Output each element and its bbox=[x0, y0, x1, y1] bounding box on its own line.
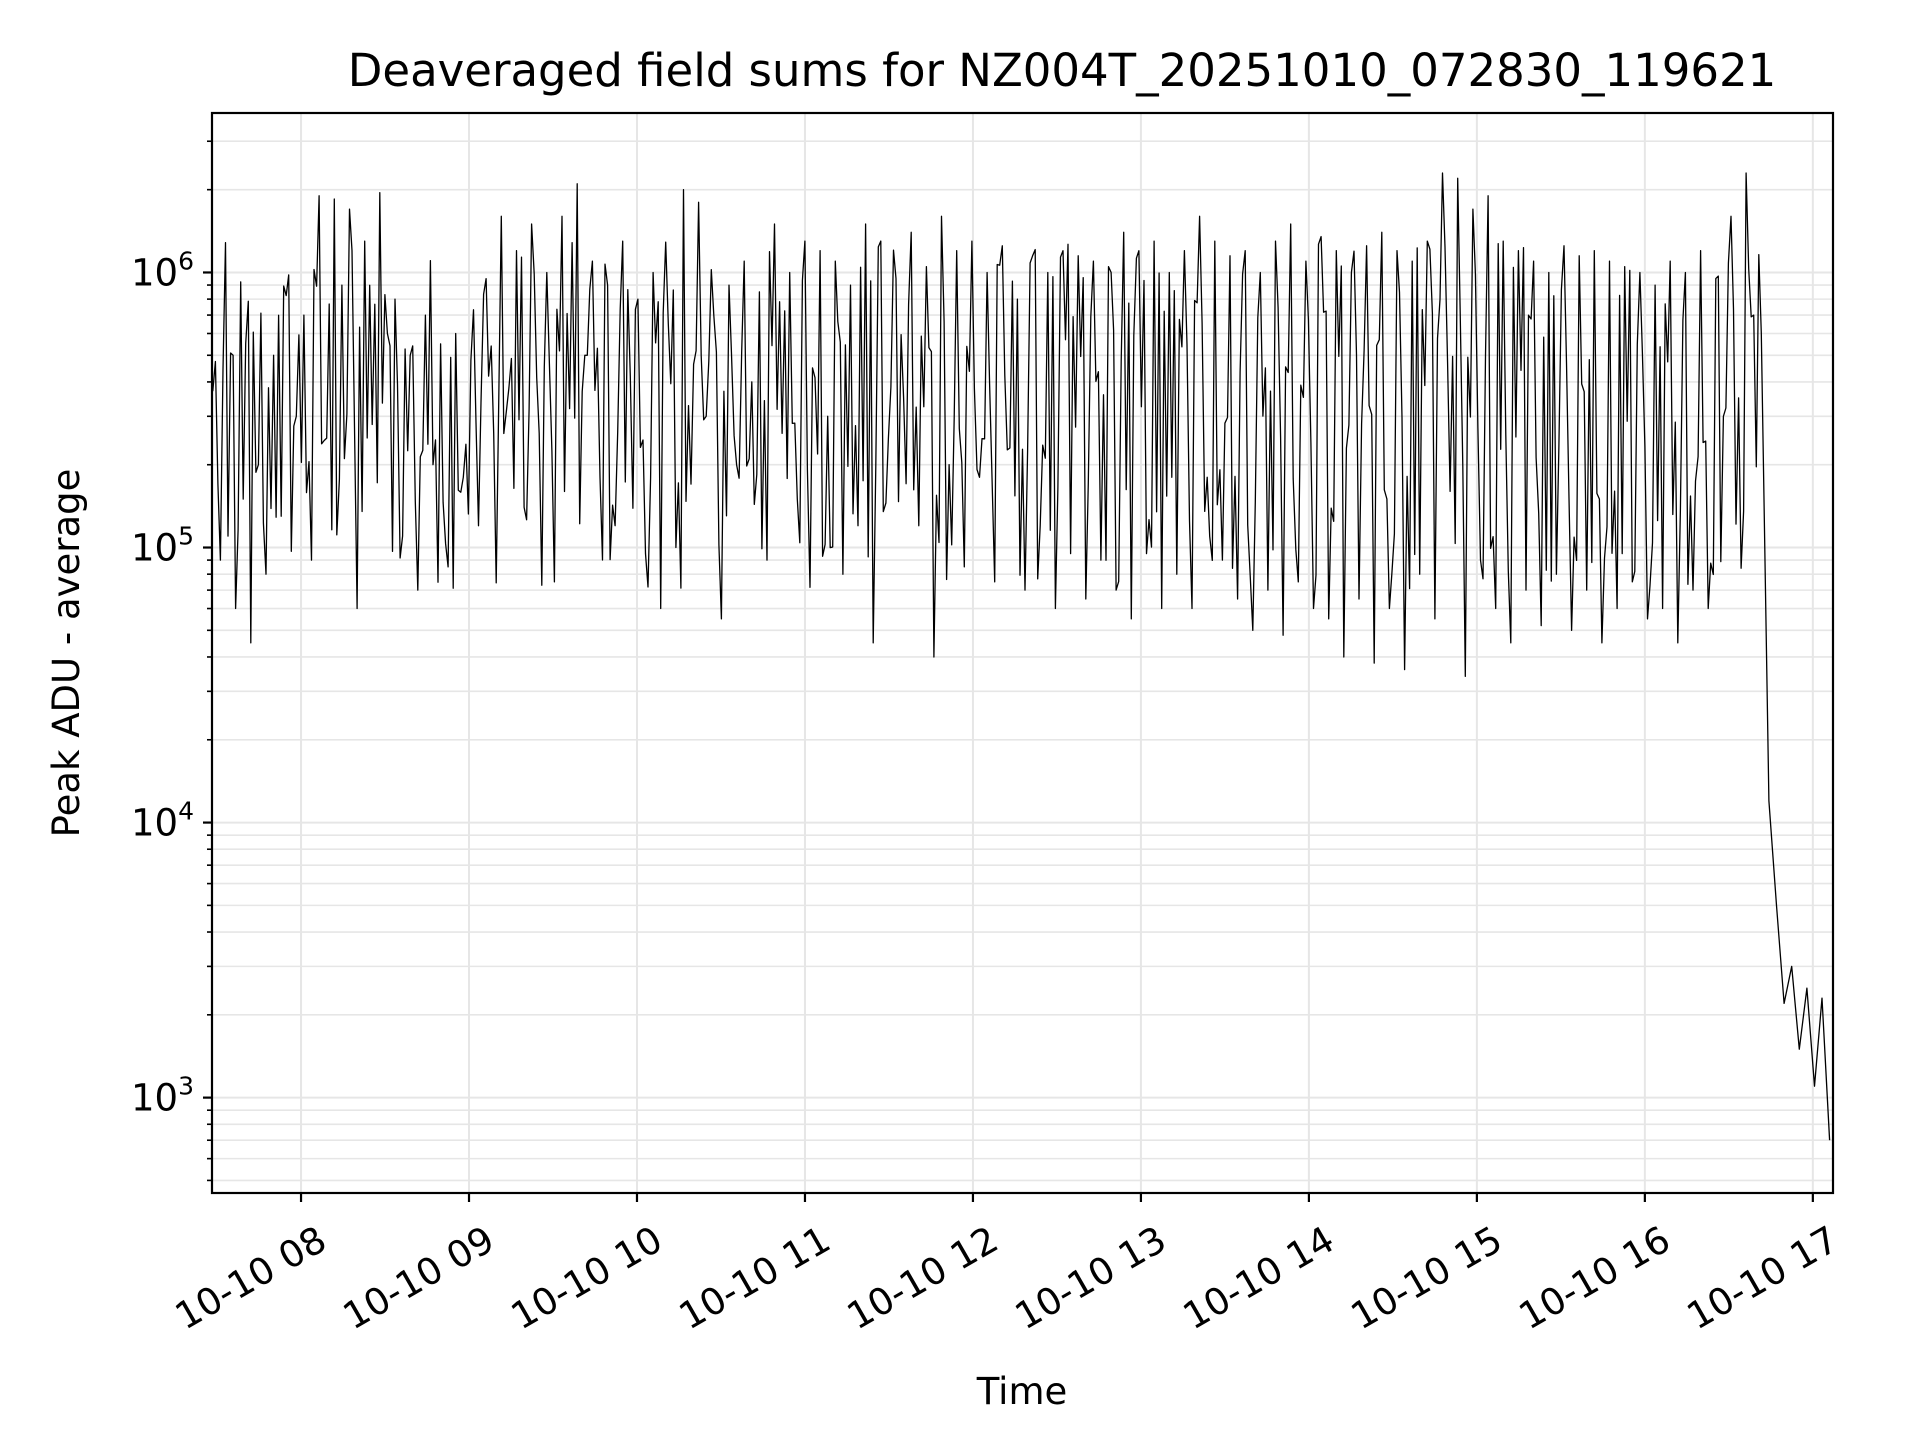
x-tick-label: 10-10 14 bbox=[1176, 1218, 1342, 1338]
x-tick-label: 10-10 11 bbox=[672, 1218, 838, 1338]
x-tick-label: 10-10 08 bbox=[168, 1218, 334, 1338]
series-line bbox=[212, 172, 1831, 1141]
x-tick-label: 10-10 17 bbox=[1680, 1218, 1846, 1338]
y-axis: 103 104 105 106 bbox=[131, 140, 212, 1182]
x-tick-label: 10-10 15 bbox=[1344, 1218, 1510, 1338]
x-tick-label: 10-10 12 bbox=[840, 1218, 1006, 1338]
plot-frame bbox=[210, 111, 1835, 1195]
x-tick-label: 10-10 10 bbox=[504, 1218, 670, 1338]
x-tick-label: 10-10 16 bbox=[1512, 1218, 1678, 1338]
y-tick-label: 103 bbox=[131, 1072, 194, 1120]
y-tick-label: 104 bbox=[131, 797, 194, 845]
x-axis: 10-10 08 10-10 09 10-10 10 10-10 11 10-10 12… bbox=[168, 1193, 1845, 1338]
y-axis-label: Peak ADU - average bbox=[45, 469, 88, 838]
x-axis-label: Time bbox=[976, 1370, 1068, 1413]
x-tick-label: 10-10 13 bbox=[1008, 1218, 1174, 1338]
data-series bbox=[212, 172, 1831, 1141]
y-tick-label: 105 bbox=[131, 522, 194, 570]
x-tick-label: 10-10 09 bbox=[336, 1218, 502, 1338]
grid bbox=[212, 113, 1833, 1193]
chart-title: Deaveraged field sums for NZ004T_2025101… bbox=[348, 44, 1777, 97]
y-tick-label: 106 bbox=[131, 246, 194, 294]
